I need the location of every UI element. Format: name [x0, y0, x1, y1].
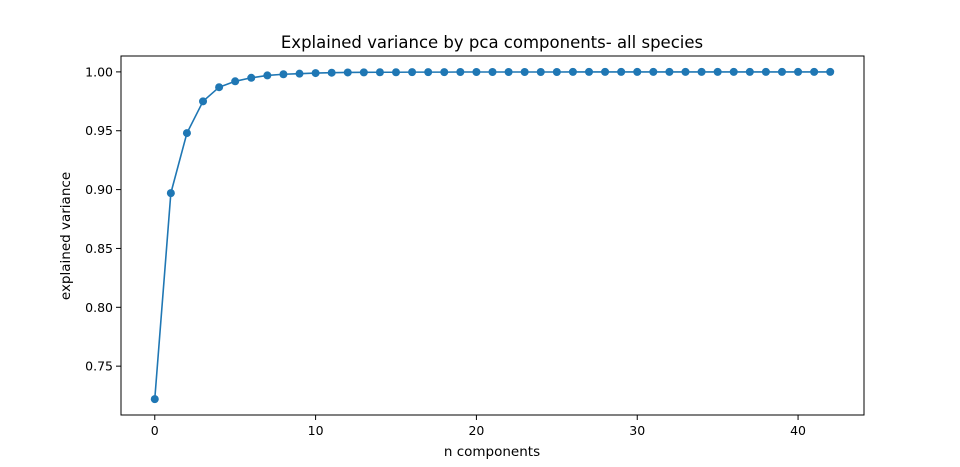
data-point: [681, 67, 690, 76]
x-tick-label: 10: [308, 423, 324, 438]
x-tick-label: 40: [790, 423, 806, 438]
data-point: [536, 68, 545, 77]
plot-frame: [120, 55, 865, 416]
data-point: [729, 67, 738, 76]
data-point: [584, 67, 593, 76]
data-point: [665, 67, 674, 76]
data-point: [649, 67, 658, 76]
data-point: [520, 68, 529, 77]
data-point: [617, 67, 626, 76]
y-axis-title: explained variance: [58, 172, 74, 300]
data-point: [761, 67, 770, 76]
data-point: [713, 67, 722, 76]
data-point: [488, 68, 497, 77]
data-point: [295, 69, 304, 78]
data-point: [568, 67, 577, 76]
x-tick-label: 0: [151, 423, 159, 438]
x-axis-title: n components: [444, 444, 540, 460]
plot-area: 0 10 20 30 40 0.75 0.80 0.85 0.90 0.95 1.00: [85, 55, 865, 438]
y-tick-label: 0.95: [85, 123, 113, 138]
y-tick-label: 1.00: [85, 64, 113, 79]
y-tick-label: 0.90: [85, 182, 113, 197]
x-tick-label: 30: [629, 423, 645, 438]
data-point: [247, 73, 256, 82]
data-point: [408, 68, 417, 77]
data-point: [392, 68, 401, 77]
data-point: [456, 68, 465, 77]
data-point: [424, 68, 433, 77]
data-point: [166, 189, 175, 198]
y-tick-label: 0.75: [85, 359, 113, 374]
data-point: [263, 71, 272, 80]
data-point: [440, 68, 449, 77]
data-point: [745, 67, 754, 76]
data-point: [182, 129, 191, 138]
data-point: [215, 83, 224, 92]
data-point: [697, 67, 706, 76]
data-point: [777, 67, 786, 76]
data-point: [311, 69, 320, 78]
data-point: [552, 68, 561, 77]
x-tick-label: 20: [468, 423, 484, 438]
data-point: [633, 67, 642, 76]
data-point: [343, 68, 352, 77]
y-tick-label: 0.80: [85, 300, 113, 315]
data-point: [601, 67, 610, 76]
data-point: [504, 68, 513, 77]
data-point: [327, 68, 336, 77]
data-point: [359, 68, 368, 77]
data-point: [279, 70, 288, 79]
data-point: [231, 77, 240, 86]
chart-title: Explained variance by pca components- al…: [281, 33, 703, 52]
data-point: [150, 395, 159, 404]
data-point: [826, 67, 835, 76]
data-point: [810, 67, 819, 76]
data-point: [199, 97, 208, 106]
data-point: [794, 67, 803, 76]
data-point: [375, 68, 384, 77]
data-point: [472, 68, 481, 77]
y-tick-label: 0.85: [85, 241, 113, 256]
